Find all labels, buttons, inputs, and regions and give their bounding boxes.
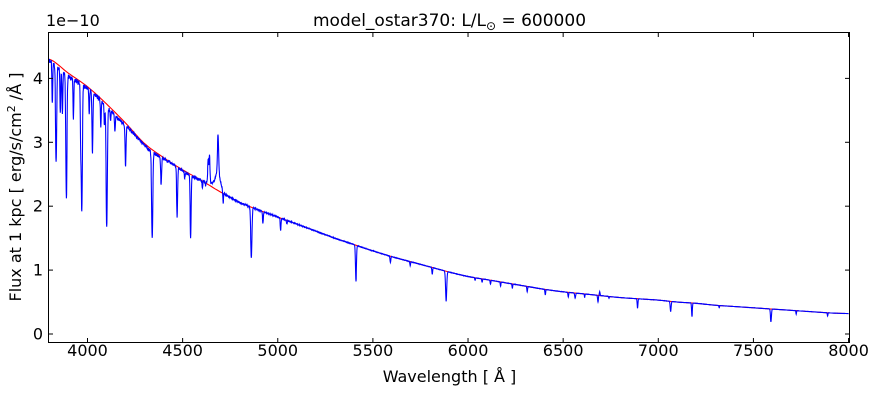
plot-frame [48,32,850,343]
solar-symbol: ⊙ [486,19,497,33]
tick-label: 6500 [543,341,584,360]
x-axis-label: Wavelength [ Å ] [382,367,517,386]
axes-frame [48,32,850,343]
tick-label: 4000 [67,341,108,360]
tick-label: 5000 [257,341,298,360]
plot-title-value: = 600000 [496,11,587,31]
spectrum-line [48,58,849,323]
tick-label: 1 [33,261,43,280]
tick-label: 4500 [162,341,203,360]
plot-title-text: model_ostar370: L/L [312,11,486,31]
y-axis-offset-label: 1e−10 [46,11,100,30]
tick-marks [48,32,850,343]
plot-area [48,32,850,343]
tick-label: 3 [33,133,43,152]
plot-title: model_ostar370: L/L⊙ = 600000 [49,11,850,33]
x-tick-labels: 4000 4500 5000 5500 6000 6500 7000 7500 8000 [67,341,869,360]
tick-label: 0 [33,325,43,344]
tick-label: 2 [33,197,43,216]
tick-label: 8000 [828,341,869,360]
tick-label: 7000 [638,341,679,360]
tick-label: 5500 [353,341,394,360]
y-axis-label-text: Flux at 1 kpc [ erg/s/cm2 /Å ] [5,72,25,302]
tick-label: 7500 [733,341,774,360]
tick-label: 6000 [448,341,489,360]
tick-label: 4 [33,69,43,88]
plot-background [48,32,850,343]
y-tick-labels: 0 1 2 3 4 [33,69,43,344]
